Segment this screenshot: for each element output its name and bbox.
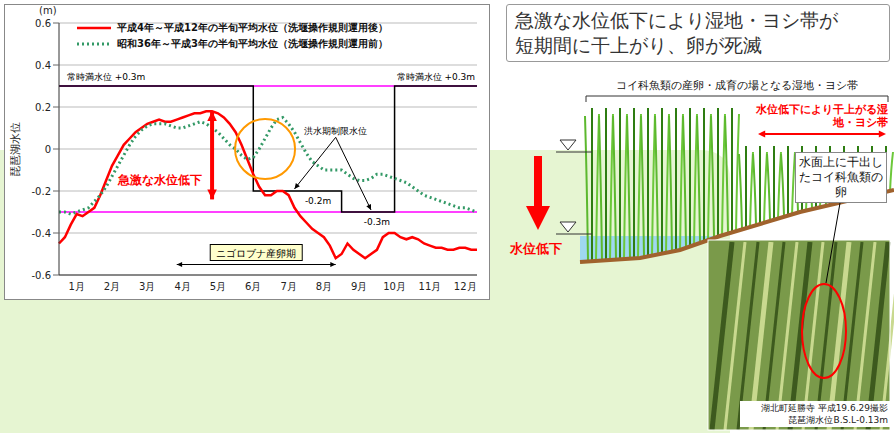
html-text:水位低下: 水位低下	[510, 241, 562, 256]
svg-text:10月: 10月	[383, 281, 406, 292]
svg-text:-0.6: -0.6	[31, 270, 51, 281]
svg-text:常時満水位 +0.3m: 常時満水位 +0.3m	[397, 72, 475, 82]
svg-text:0: 0	[45, 144, 51, 155]
svg-text:常時満水位 +0.3m: 常時満水位 +0.3m	[67, 72, 145, 82]
svg-text:1月: 1月	[68, 281, 84, 292]
svg-text:0.4: 0.4	[35, 60, 51, 71]
html-text:平成4年～平成12年の半旬平均水位（洗堰操作規則運用後）: 平成4年～平成12年の半旬平均水位（洗堰操作規則運用後）	[117, 22, 388, 33]
html-text:水位低下により干上がる湿地・ヨシ帯: 水位低下により干上がる湿地・ヨシ帯	[756, 103, 888, 129]
svg-text:9月: 9月	[351, 281, 367, 292]
html-text:湖北町延勝寺 平成19.6.29撮影: 湖北町延勝寺 平成19.6.29撮影	[760, 403, 888, 413]
html-text:琵琶湖水位B.S.L-0.13m: 琵琶湖水位B.S.L-0.13m	[788, 415, 888, 425]
svg-text:4月: 4月	[174, 281, 190, 292]
svg-text:-0.4: -0.4	[31, 228, 51, 239]
svg-text:8月: 8月	[316, 281, 332, 292]
html-text:昭和36年～平成3年の半旬平均水位（洗堰操作規則運用前）: 昭和36年～平成3年の半旬平均水位（洗堰操作規則運用前）	[117, 38, 388, 49]
html-text:コイ科魚類の産卵・成育の場となる湿地・ヨシ帯: コイ科魚類の産卵・成育の場となる湿地・ヨシ帯	[616, 79, 858, 92]
svg-text:-0.2: -0.2	[31, 186, 51, 197]
svg-text:琵琶湖水位: 琵琶湖水位	[9, 122, 22, 177]
svg-text:7月: 7月	[280, 281, 296, 292]
svg-text:0.6: 0.6	[35, 18, 51, 29]
svg-text:5月: 5月	[210, 281, 226, 292]
svg-text:11月: 11月	[419, 281, 442, 292]
svg-text:6月: 6月	[245, 281, 261, 292]
svg-text:0.2: 0.2	[35, 102, 51, 113]
svg-text:急激な水位低下: 急激な水位低下	[117, 173, 202, 187]
svg-text:洪水期制限水位: 洪水期制限水位	[304, 126, 367, 136]
svg-text:3月: 3月	[139, 281, 155, 292]
svg-text:-0.2m: -0.2m	[305, 196, 331, 206]
svg-text:12月: 12月	[454, 281, 477, 292]
html-text:水面上に干出したコイ科魚類の卵: 水面上に干出したコイ科魚類の卵	[799, 155, 883, 199]
svg-text:2月: 2月	[104, 281, 120, 292]
html-text:急激な水位低下により湿地・ヨシ帯が短期間に干上がり、卵が死滅: 急激な水位低下により湿地・ヨシ帯が短期間に干上がり、卵が死滅	[515, 9, 838, 56]
svg-text:ニゴロブナ産卵期: ニゴロブナ産卵期	[216, 248, 296, 259]
svg-text:-0.3m: -0.3m	[364, 217, 390, 227]
html-text:(m): (m)	[39, 5, 57, 16]
